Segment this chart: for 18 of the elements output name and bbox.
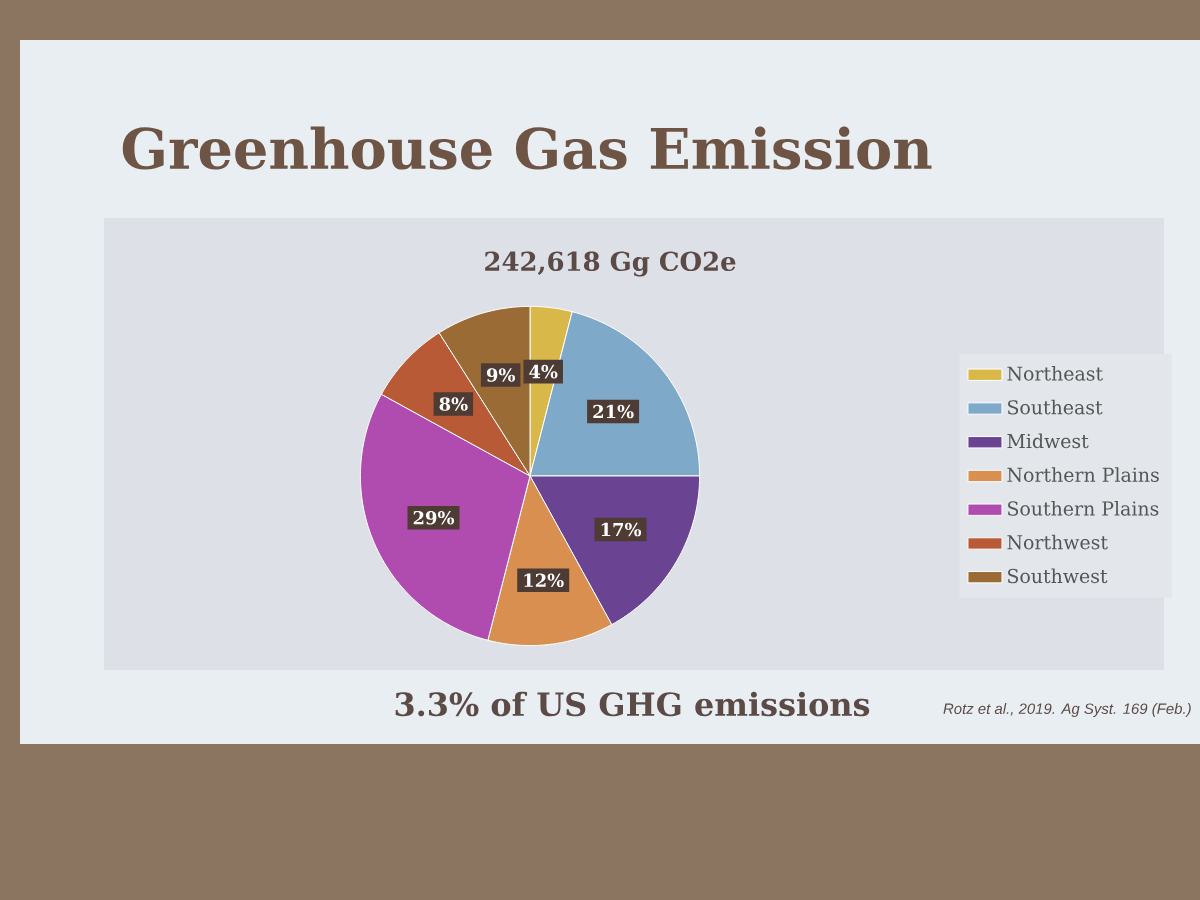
data-label: 29% [413, 510, 455, 525]
data-label: 4% [529, 364, 558, 379]
legend-label: Southern Plains [1008, 501, 1159, 516]
legend-label: Northern Plains [1007, 467, 1159, 482]
chart-title: Greenhouse Gas Emission [122, 126, 932, 170]
data-label: 17% [601, 522, 642, 537]
data-label: 12% [524, 573, 564, 588]
text: Rotz et al., 2019. Ag Syst. 169 (Feb.) [943, 703, 1191, 717]
chart-subtitle: 242,618 Gg CO2e [485, 251, 736, 277]
text: 3.3% of US GHG emissions [395, 691, 870, 717]
legend-label: Southwest [1008, 568, 1108, 584]
legend-label: Northeast [1007, 366, 1103, 381]
legend-label: Southeast [1008, 399, 1103, 415]
data-label: 8% [439, 397, 468, 411]
data-label: 21% [593, 404, 634, 419]
legend-label: Northwest [1007, 534, 1108, 550]
data-label: 9% [486, 368, 515, 382]
legend-label: Midwest [1007, 433, 1089, 449]
